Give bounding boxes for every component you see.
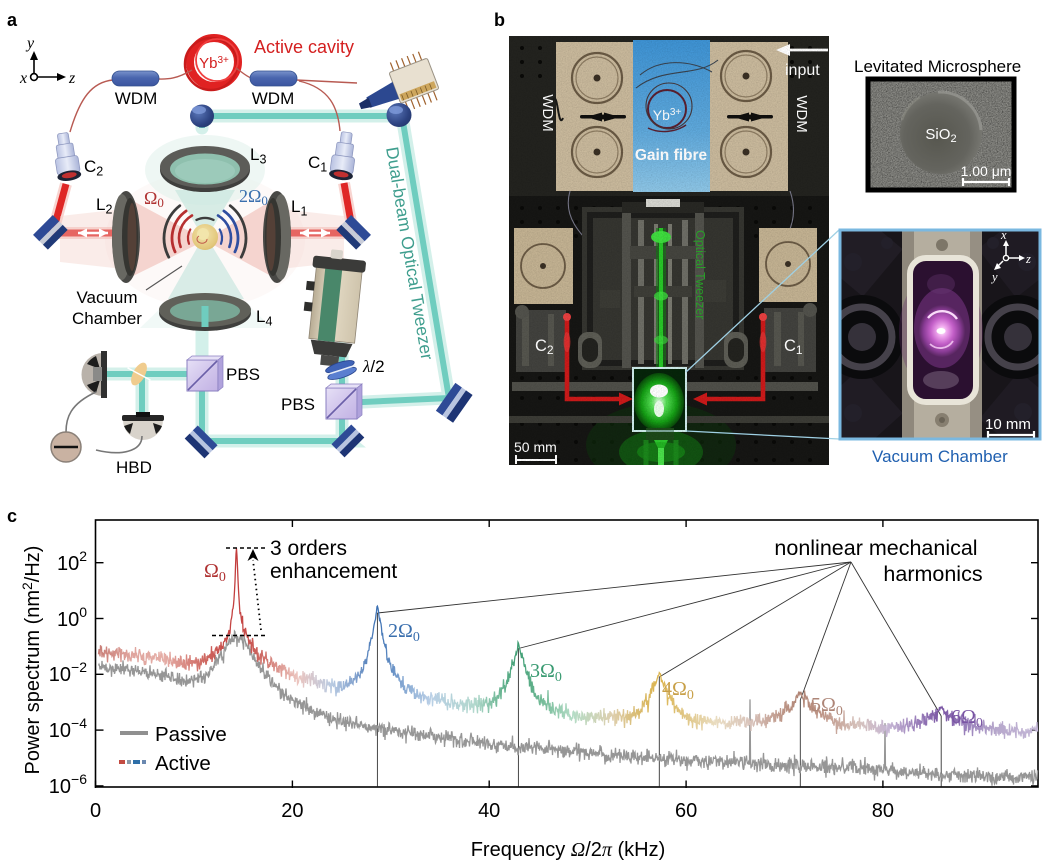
svg-text:z: z xyxy=(1025,252,1031,266)
svg-text:Vacuum Chamber: Vacuum Chamber xyxy=(872,447,1008,466)
svg-text:Frequency Ω/2π (kHz): Frequency Ω/2π (kHz) xyxy=(471,839,666,861)
svg-text:1.00 μm: 1.00 μm xyxy=(961,163,1012,179)
svg-text:x: x xyxy=(19,70,27,87)
svg-text:HBD: HBD xyxy=(116,458,152,477)
svg-text:Power spectrum (nm2/Hz): Power spectrum (nm2/Hz) xyxy=(19,546,44,775)
svg-text:Active: Active xyxy=(155,752,211,775)
svg-text:PBS: PBS xyxy=(226,365,260,384)
svg-text:SiO2: SiO2 xyxy=(925,126,956,145)
svg-text:Chamber: Chamber xyxy=(72,309,142,328)
svg-text:10 mm: 10 mm xyxy=(985,416,1031,433)
svg-text:y: y xyxy=(25,35,35,52)
svg-text:nonlinear mechanical: nonlinear mechanical xyxy=(774,536,977,560)
svg-text:20: 20 xyxy=(281,800,303,822)
svg-text:Vacuum: Vacuum xyxy=(76,288,137,307)
svg-text:60: 60 xyxy=(675,800,697,822)
svg-text:Active cavity: Active cavity xyxy=(254,37,354,57)
svg-text:y: y xyxy=(990,270,998,284)
svg-text:harmonics: harmonics xyxy=(883,562,982,586)
svg-text:b: b xyxy=(494,10,505,30)
svg-text:λ/2: λ/2 xyxy=(362,357,385,376)
svg-text:PBS: PBS xyxy=(281,395,315,414)
svg-text:c: c xyxy=(7,506,17,526)
svg-text:2Ω0: 2Ω0 xyxy=(239,186,268,208)
svg-text:3 orders: 3 orders xyxy=(270,537,347,560)
svg-text:Levitated Microsphere: Levitated Microsphere xyxy=(854,57,1021,76)
svg-text:a: a xyxy=(7,10,18,30)
svg-text:WDM: WDM xyxy=(115,89,157,108)
svg-text:80: 80 xyxy=(872,800,894,822)
svg-text:0: 0 xyxy=(90,800,101,822)
svg-text:Passive: Passive xyxy=(155,723,227,746)
svg-text:WDM: WDM xyxy=(252,89,294,108)
svg-text:enhancement: enhancement xyxy=(270,560,397,583)
svg-text:z: z xyxy=(68,70,76,87)
svg-text:40: 40 xyxy=(478,800,500,822)
svg-text:4Ω0: 4Ω0 xyxy=(662,678,694,703)
svg-text:x: x xyxy=(1000,228,1007,242)
